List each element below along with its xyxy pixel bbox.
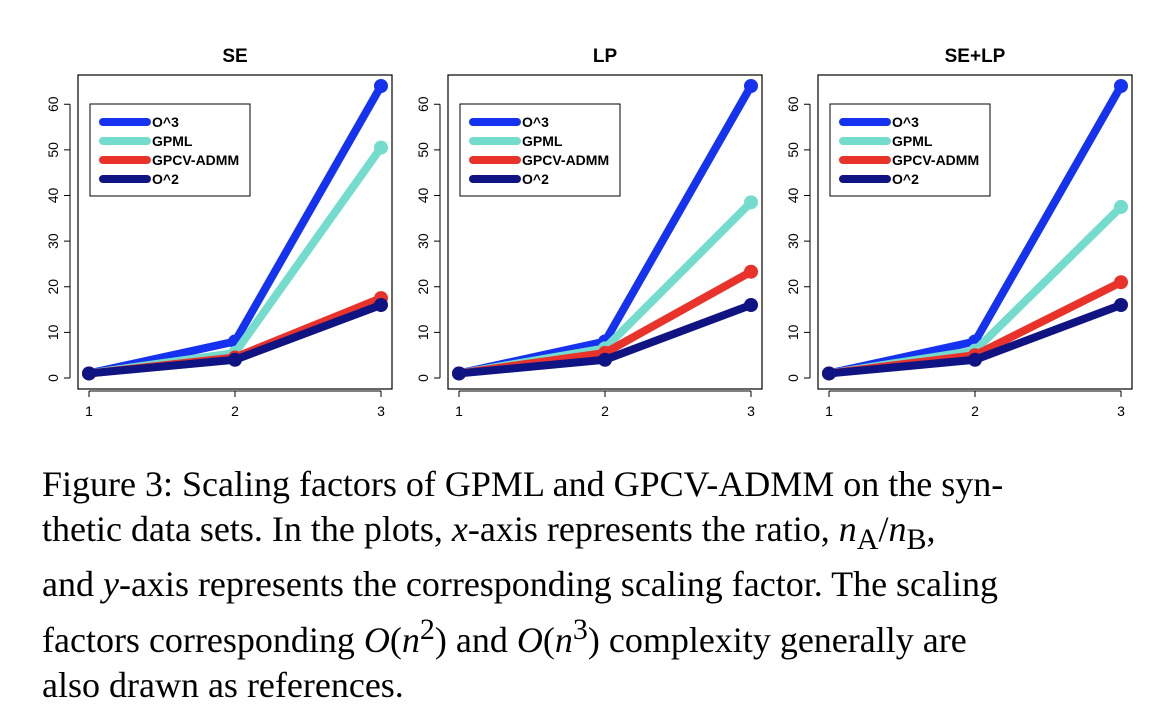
legend-label: GPCV-ADMM [522, 152, 609, 168]
x-axis: 1 2 3 [85, 390, 385, 419]
x-tick-label: 3 [1117, 403, 1125, 419]
legend-label: O^3 [892, 114, 919, 130]
legend: O^3 GPML GPCV-ADMM O^2 [459, 103, 621, 197]
data-point [452, 366, 466, 381]
figure-caption: Figure 3: Scaling factors of GPML and GP… [42, 462, 1157, 708]
y-tick-label: 60 [45, 96, 61, 112]
data-point [822, 366, 836, 381]
y-tick-label: 50 [415, 142, 431, 158]
legend: O^3 GPML GPCV-ADMM O^2 [829, 103, 991, 197]
y-tick-label: 20 [785, 279, 801, 295]
y-tick-label: 60 [415, 96, 431, 112]
data-point [968, 352, 982, 367]
y-tick-label: 50 [45, 142, 61, 158]
panel-title: SE [222, 46, 247, 67]
series-o-2 [822, 298, 1128, 381]
legend-label: GPML [152, 133, 193, 149]
panel-title: SE+LP [945, 46, 1006, 67]
x-axis: 1 2 3 [825, 390, 1125, 419]
y-axis: 0 10 20 30 40 50 60 [415, 96, 441, 382]
y-tick-label: 10 [415, 324, 431, 340]
y-tick-label: 60 [785, 96, 801, 112]
legend-label: O^2 [152, 171, 179, 187]
y-tick-label: 40 [45, 188, 61, 204]
plot-frame [447, 74, 763, 390]
legend-label: GPCV-ADMM [892, 152, 979, 168]
data-point [598, 352, 612, 367]
data-point [374, 79, 388, 93]
x-tick-label: 2 [231, 403, 239, 419]
legend-label: O^3 [152, 114, 179, 130]
chart-panel-1: SE 0 10 20 30 40 50 60 1 2 3 O^3 GPML GPCV-ADMM O^2 [45, 46, 393, 419]
chart-panel-3: SE+LP 0 10 20 30 40 50 60 1 2 3 O^3 GPML GPCV-ADMM O^2 [785, 46, 1133, 419]
caption-line: also drawn as references. [42, 665, 404, 706]
data-point [374, 140, 388, 155]
legend-label: GPML [892, 133, 933, 149]
y-axis: 0 10 20 30 40 50 60 [45, 96, 71, 382]
data-point [744, 264, 758, 279]
y-tick-label: 40 [785, 188, 801, 204]
caption-line: factors corresponding O(n2) and O(n3) co… [42, 613, 967, 661]
series-o-2 [82, 298, 388, 381]
y-tick-label: 40 [415, 188, 431, 204]
plot-frame [817, 74, 1133, 390]
caption-line: Figure 3: Scaling factors of GPML and GP… [42, 464, 1004, 504]
data-point [744, 79, 758, 93]
legend-label: O^3 [522, 114, 549, 130]
data-point [1114, 199, 1128, 214]
data-point [744, 298, 758, 312]
y-tick-label: 30 [785, 233, 801, 249]
data-point [374, 298, 388, 312]
x-tick-label: 1 [455, 403, 463, 419]
x-tick-label: 1 [825, 403, 833, 419]
legend-label: GPML [522, 133, 563, 149]
y-tick-label: 10 [45, 324, 61, 340]
x-tick-label: 2 [601, 403, 609, 419]
x-tick-label: 1 [85, 403, 93, 419]
data-point [1114, 298, 1128, 312]
caption-line: and y-axis represents the corresponding … [42, 564, 999, 605]
data-point [1114, 275, 1128, 290]
legend: O^3 GPML GPCV-ADMM O^2 [89, 103, 251, 197]
plot-frame [77, 74, 393, 390]
y-tick-label: 0 [415, 374, 431, 382]
y-tick-label: 0 [45, 374, 61, 382]
data-point [1114, 79, 1128, 93]
x-tick-label: 3 [377, 403, 385, 419]
chart-panel-2: LP 0 10 20 30 40 50 60 1 2 3 O^3 GPML GPCV-ADMM O^2 [415, 46, 763, 419]
x-axis: 1 2 3 [455, 390, 755, 419]
data-point [228, 352, 242, 367]
y-axis: 0 10 20 30 40 50 60 [785, 96, 811, 382]
legend-label: O^2 [522, 171, 549, 187]
y-tick-label: 30 [415, 233, 431, 249]
y-tick-label: 10 [785, 324, 801, 340]
y-tick-label: 50 [785, 142, 801, 158]
caption-line: thetic data sets. In the plots, x-axis r… [42, 509, 936, 557]
y-tick-label: 20 [45, 279, 61, 295]
data-point [744, 195, 758, 210]
legend-label: O^2 [892, 171, 919, 187]
legend-label: GPCV-ADMM [152, 152, 239, 168]
panel-title: LP [593, 46, 618, 67]
y-tick-label: 0 [785, 374, 801, 382]
series-o-2 [452, 298, 758, 381]
y-tick-label: 20 [415, 279, 431, 295]
x-tick-label: 3 [747, 403, 755, 419]
x-tick-label: 2 [971, 403, 979, 419]
y-tick-label: 30 [45, 233, 61, 249]
data-point [82, 366, 96, 381]
